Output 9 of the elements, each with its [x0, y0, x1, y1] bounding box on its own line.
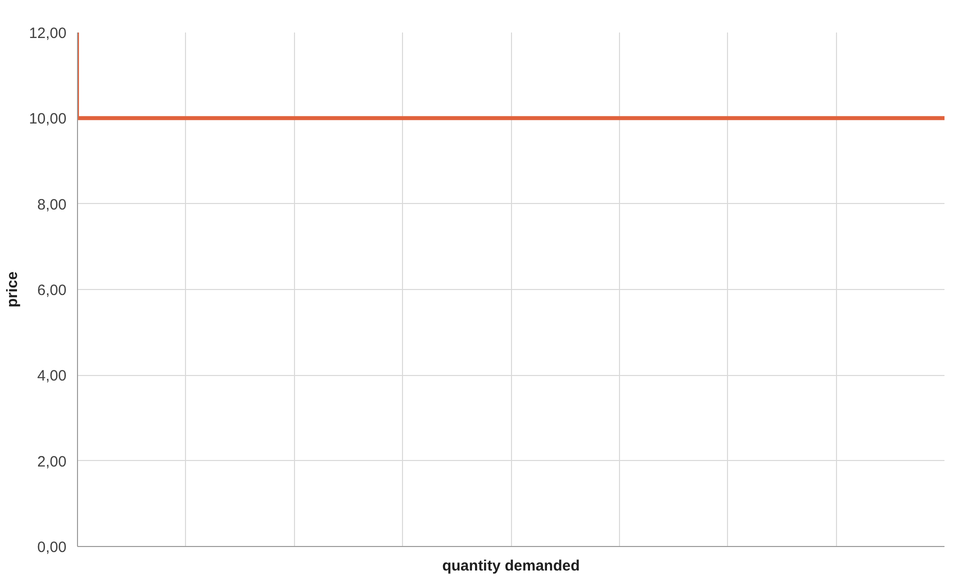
- x-axis-title: quantity demanded: [442, 558, 580, 574]
- y-tick-label: 6,00: [37, 282, 67, 299]
- y-tick-label: 10,00: [28, 110, 67, 128]
- y-tick-label: 0,00: [37, 539, 67, 556]
- y-tick-label: 8,00: [37, 196, 67, 214]
- y-tick-label: 12,00: [28, 25, 67, 42]
- y-tick-label: 2,00: [37, 453, 67, 470]
- y-tick-label: 4,00: [37, 368, 67, 385]
- y-axis-title: price: [4, 272, 21, 308]
